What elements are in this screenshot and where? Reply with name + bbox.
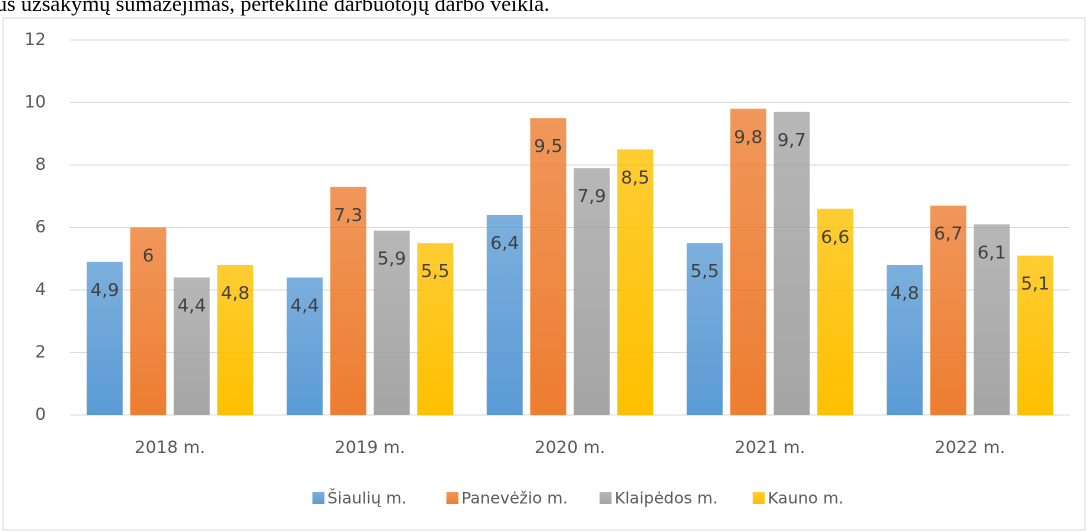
bar [730, 108, 767, 415]
legend-label: Kauno m. [768, 489, 844, 508]
bar [930, 205, 967, 415]
bar [617, 149, 654, 415]
legend-swatch [752, 492, 765, 504]
value-label: 7,9 [577, 186, 606, 207]
value-label: 4,4 [290, 296, 319, 317]
x-tick-label: 2018 m. [135, 438, 206, 458]
bar [773, 111, 810, 415]
value-label: 4,8 [221, 283, 250, 304]
value-label: 4,8 [890, 283, 919, 304]
bar [686, 243, 723, 415]
bar [573, 168, 610, 415]
legend-swatch [446, 492, 459, 504]
y-tick-label: 8 [35, 155, 46, 175]
value-label: 5,1 [1021, 274, 1050, 295]
value-label: 7,3 [334, 205, 363, 226]
legend-label: Panevėžio m. [461, 489, 567, 508]
value-label: 5,5 [690, 261, 719, 282]
x-tick-label: 2021 m. [735, 438, 806, 458]
legend-swatch [312, 492, 325, 504]
value-label: 6,7 [934, 224, 963, 245]
x-tick-label: 2019 m. [335, 438, 406, 458]
legend-label: Šiaulių m. [327, 489, 406, 508]
bar [217, 265, 254, 415]
y-tick-label: 12 [24, 30, 46, 50]
bar [817, 208, 854, 415]
value-label: 6,4 [490, 233, 519, 254]
value-label: 5,5 [421, 261, 450, 282]
bar [973, 224, 1010, 415]
bar [486, 215, 523, 415]
y-tick-label: 0 [35, 405, 46, 425]
value-label: 8,5 [621, 167, 650, 188]
value-label: 9,5 [534, 136, 563, 157]
bar [886, 265, 923, 415]
legend-swatch [599, 492, 612, 504]
document-text: us užsakymų sumažėjimas, perteklinė darb… [0, 0, 550, 16]
value-label: 5,9 [377, 249, 406, 270]
bar [330, 186, 367, 415]
value-label: 9,7 [777, 130, 806, 151]
y-tick-label: 4 [35, 280, 46, 300]
y-tick-label: 6 [35, 218, 46, 238]
bar [1017, 255, 1054, 415]
y-tick-label: 2 [35, 343, 46, 363]
y-tick-label: 10 [24, 93, 46, 113]
x-tick-label: 2020 m. [535, 438, 606, 458]
bar [530, 118, 567, 415]
value-label: 9,8 [734, 127, 763, 148]
bar [286, 277, 323, 415]
bar [417, 243, 454, 415]
x-tick-label: 2022 m. [935, 438, 1006, 458]
bar [173, 277, 210, 415]
value-label: 6,6 [821, 227, 850, 248]
value-label: 4,4 [177, 296, 206, 317]
bar [86, 261, 123, 415]
bar [373, 230, 410, 415]
legend-label: Klaipėdos m. [615, 489, 718, 508]
value-label: 6,1 [977, 242, 1006, 263]
value-label: 4,9 [90, 280, 119, 301]
value-label: 6 [143, 246, 154, 267]
bar [130, 227, 167, 415]
chart-border [2, 17, 1086, 531]
